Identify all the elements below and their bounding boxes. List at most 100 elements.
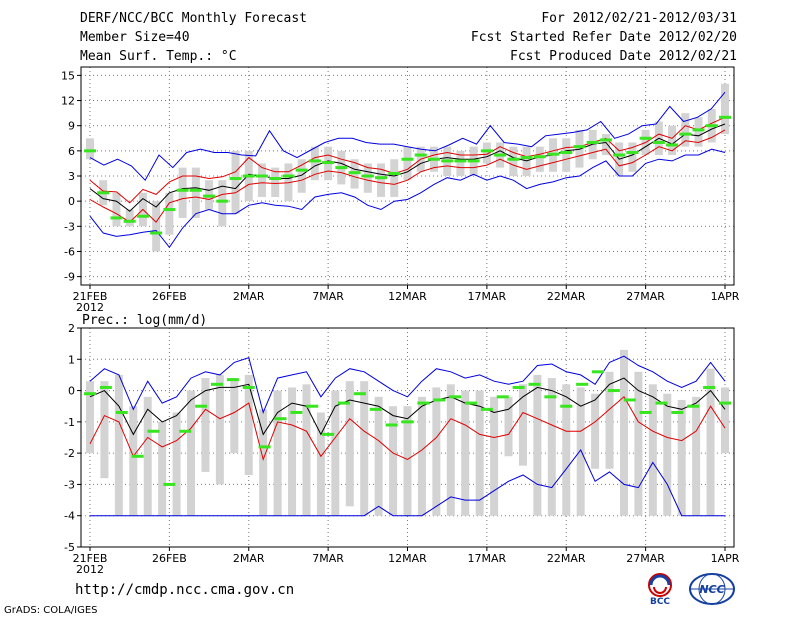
temp-median-marker [84,149,96,153]
temp-min-line [89,148,726,249]
temp-y-tick-label: -3 [64,220,75,233]
temp-x-tick-label: 26FEB [152,290,187,303]
bcc-logo: BCC [648,573,672,606]
prec-median-marker [306,404,319,408]
prec-median-marker [211,382,223,386]
temp-range-bar [390,159,399,197]
temp-median-marker [216,199,229,203]
prec-range-bar [432,387,441,516]
temp-x-year-label: 2012 [76,301,104,314]
prec-x-year-label: 2012 [76,563,104,576]
forecast-period: For 2012/02/21-2012/03/31 [541,11,737,26]
prec-range-bar [201,378,210,472]
temp-median-marker [123,219,136,223]
temp-median-marker [401,157,414,161]
prec-median-marker [465,401,477,405]
prec-range-bar [316,412,325,516]
temp-range-bar [86,138,94,160]
prec-x-tick-label: 12MAR [388,552,427,565]
ncc-logo: NCC [689,573,735,605]
temp-lower-line [89,129,726,223]
prec-median-marker [671,410,684,414]
prec-range-bar [172,412,181,516]
prec-x-tick-label: 27MAR [626,552,665,565]
temp-range-bar [668,125,677,156]
temp-median-marker [427,157,440,161]
prec-median-marker [512,385,525,389]
temp-range-bar [721,83,729,135]
prec-range-bar [461,390,470,516]
temp-y-tick-label: 6 [68,145,75,158]
temp-median-marker [586,140,599,144]
temp-range-bar [628,142,637,172]
prec-range-bar [114,374,123,516]
fcst-started-date: Fcst Started Refer Date 2012/02/20 [470,30,737,45]
temp-median-marker [97,191,110,195]
temp-median-marker [203,194,216,198]
temp-range-bar [310,146,319,181]
prec-range-bar [158,421,167,516]
prec-range-bar [547,378,556,516]
prec-x-tick-label: 7MAR [312,552,344,565]
temp-mean-line [89,123,726,212]
temp-median-marker [560,151,573,155]
temp-range-bar [377,163,386,197]
prec-range-bar [288,387,297,516]
prec-range-bar [389,406,398,516]
prec-range-bar [605,371,614,469]
temp-range-bar [125,209,134,227]
prec-range-bar [86,381,94,454]
prec-range-bar [403,406,412,516]
temp-y-tick-label: 9 [68,120,75,133]
prec-range-bar [692,396,701,516]
temp-range-bar [271,167,280,197]
prec-median-marker [623,398,636,402]
prec-range-bar [230,378,239,454]
temp-x-tick-label: 17MAR [468,290,507,303]
prec-range-bar [187,390,196,516]
temp-median-marker [229,177,242,181]
prec-median-marker [179,429,192,433]
temp-range-bar [178,167,187,218]
prec-range-bar [475,390,484,516]
prec-range-bar [273,390,282,516]
grads-credit: GrADS: COLA/IGES [4,605,98,616]
prec-median-marker [719,401,731,405]
temp-range-bar [681,113,690,147]
temp-median-marker [269,177,282,181]
prec-x-tick-label: 1APR [711,552,740,565]
temp-median-marker [388,171,401,175]
temp-median-marker [163,208,176,212]
prec-y-tick-label: -5 [64,541,75,554]
temp-range-bar [456,150,465,176]
prec-x-tick-label: 2MAR [233,552,265,565]
prec-range-bar [215,374,224,485]
prec-median-marker [369,407,382,411]
prec-y-tick-label: -2 [64,447,75,460]
prec-median-marker [433,398,446,402]
temp-median-marker [242,174,255,178]
prec-median-marker [131,454,144,458]
prec-median-marker [99,385,112,389]
temp-median-marker [626,151,639,155]
temp-median-marker [255,174,268,178]
prec-median-marker [195,404,208,408]
prec-x-tick-label: 21FEB [73,552,108,565]
temp-median-marker [454,159,467,163]
prec-median-marker [576,382,589,386]
prec-median-marker [607,389,620,393]
temp-median-marker [467,159,480,163]
prec-median-marker [480,407,493,411]
temp-median-marker [692,128,705,132]
prec-range-bar [374,396,383,516]
prec-mean-line [89,377,726,436]
prec-median-marker [544,395,557,399]
bcc-logo-text: BCC [650,597,670,606]
temp-y-tick-label: -6 [64,245,75,258]
source-url[interactable]: http://cmdp.ncc.cma.gov.cn [75,582,295,598]
temp-x-tick-label: 21FEB [73,290,108,303]
ncc-logo-text: NCC [699,583,724,596]
prec-range-bar [345,381,354,507]
temp-median-marker [348,171,361,175]
prec-range-bar [619,349,628,516]
